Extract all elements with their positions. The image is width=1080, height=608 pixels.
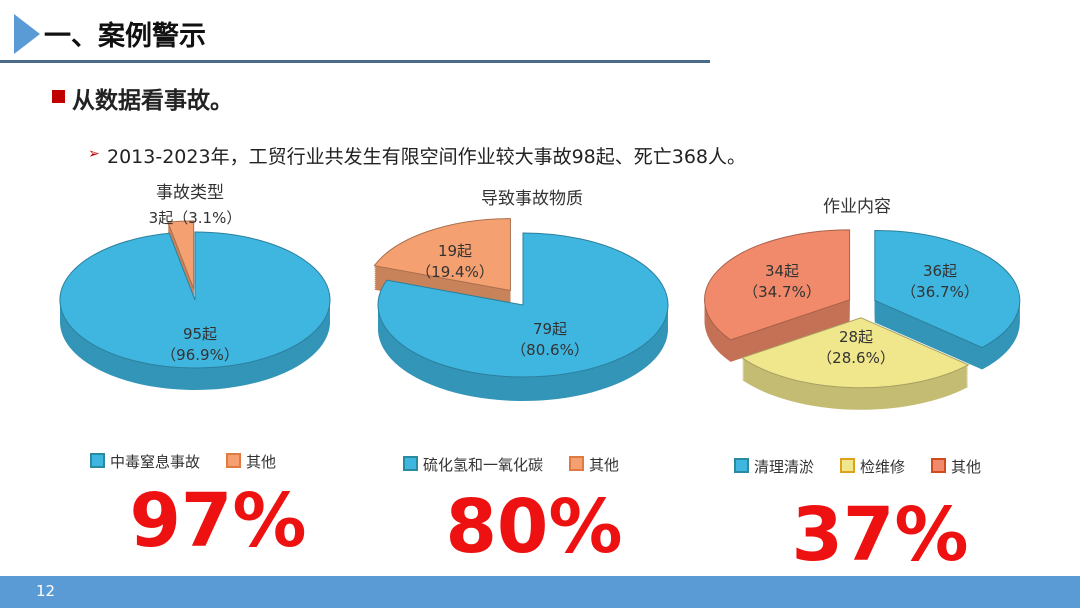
legend-1: 中毒窒息事故 其他: [90, 451, 276, 472]
legend-item: 硫化氢和一氧化碳: [403, 454, 543, 475]
page-number: 12: [36, 582, 56, 600]
page-title: 一、案例警示: [44, 21, 206, 52]
legend-item: 其他: [569, 454, 619, 475]
legend-item: 其他: [931, 456, 981, 477]
data-label: 36起 （36.7%）: [901, 262, 979, 301]
legend-item: 其他: [226, 451, 276, 472]
legend-item: 中毒窒息事故: [90, 451, 200, 472]
summary-text: 2013-2023年，工贸行业共发生有限空间作业较大事故98起、死亡368人。: [107, 146, 747, 168]
section-subtitle: 从数据看事故。: [72, 88, 233, 114]
pie-slice-3-2: [740, 317, 970, 389]
data-label: 19起 （19.4%）: [416, 242, 494, 281]
data-label: 28起 （28.6%）: [817, 328, 895, 367]
legend-3: 清理清淤 检维修 其他: [734, 456, 981, 477]
highlight-percent-1: 97%: [129, 478, 307, 564]
data-label: 34起 （34.7%）: [743, 262, 821, 301]
pie-slice-3-3: [704, 229, 851, 341]
highlight-percent-3: 37%: [791, 492, 969, 578]
pie-slice-2-1: [377, 232, 669, 378]
legend-item: 检维修: [840, 456, 905, 477]
legend-item: 清理清淤: [734, 456, 814, 477]
arrow-bullet-icon: ➢: [88, 146, 100, 162]
pie-slice-3-1: [874, 229, 1021, 349]
chart-title-2: 导致事故物质: [481, 189, 583, 209]
chart-title-3: 作业内容: [823, 197, 891, 217]
legend-2: 硫化氢和一氧化碳 其他: [403, 454, 619, 475]
pie-slice-1-1: [59, 231, 331, 369]
data-label: 79起 （80.6%）: [511, 320, 589, 359]
pie-slice-1-2: [167, 220, 195, 290]
data-label: 95起 （96.9%）: [161, 325, 239, 364]
footer-bar: [0, 576, 1080, 608]
title-divider: [0, 60, 710, 63]
square-bullet-icon: [52, 90, 65, 103]
highlight-percent-2: 80%: [445, 484, 623, 570]
data-label: 3起（3.1%）: [148, 209, 242, 227]
chart-title-1: 事故类型: [156, 183, 224, 203]
title-arrow-icon: [14, 14, 40, 54]
pie-slice-2-2: [373, 218, 511, 292]
